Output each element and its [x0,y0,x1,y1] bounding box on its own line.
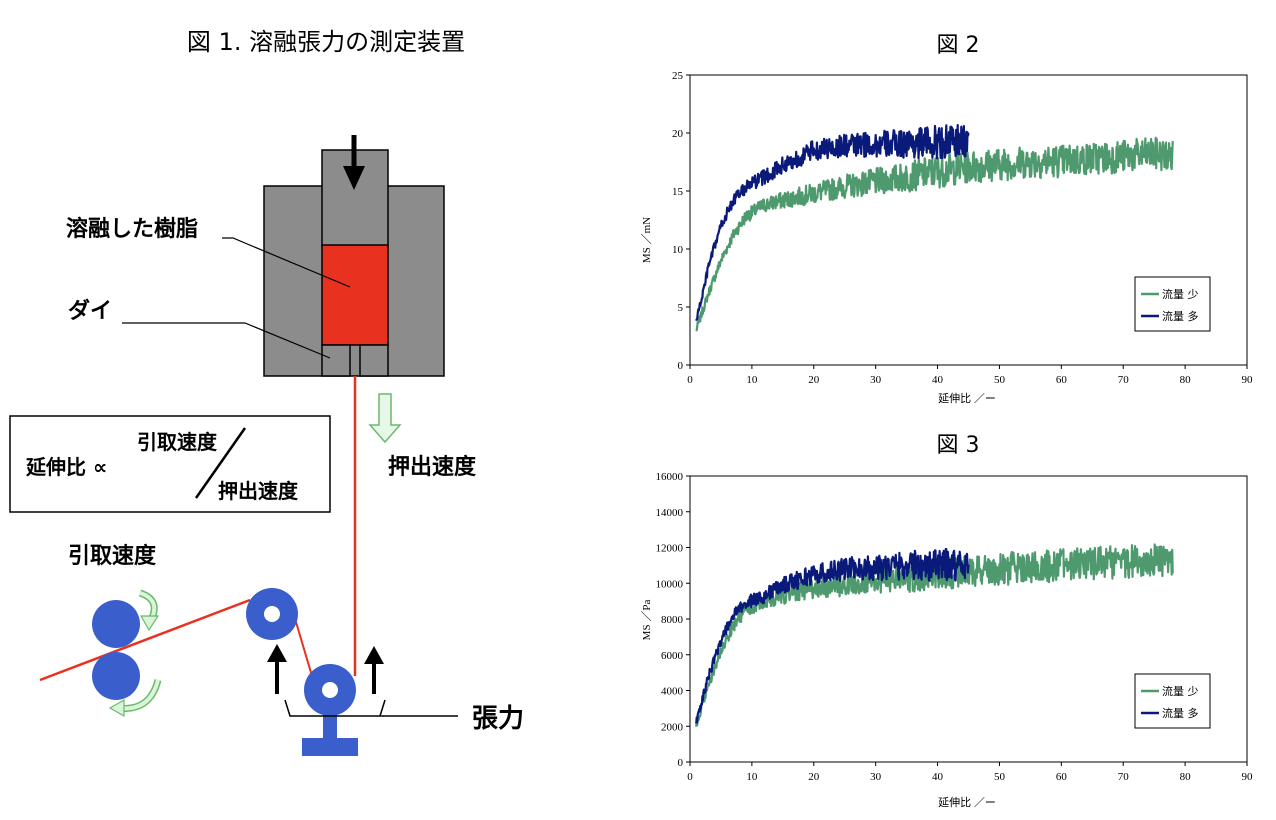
guide-pulley-hole [264,606,280,622]
push-arrow-icon [343,135,365,190]
strand-to-pulley [295,621,313,677]
y-tick-label: 20 [672,128,684,140]
x-tick-label: 90 [1242,771,1254,783]
series-line [695,124,970,322]
tension-bracket [284,699,386,717]
y-tick-label: 15 [672,186,684,198]
chart-figure-2: 図 2 0 5 10 15 20 25 0 10 20 30 40 50 60 70 80 90 流量 少流量 … [640,33,1254,405]
x-tick-label: 70 [1118,374,1130,386]
label-die: ダイ [68,298,112,324]
x-tick-label: 20 [808,374,820,386]
y-tick-label: 4000 [661,686,684,698]
x-tick-label: 30 [870,771,882,783]
x-tick-label: 20 [808,771,820,783]
y-tick-label: 2000 [661,721,684,733]
x-tick-label: 80 [1180,374,1192,386]
y-tick-label: 25 [672,70,684,82]
apparatus-diagram: 図 1. 溶融張力の測定装置 溶融した樹脂 ダイ 押出速度 延伸比 ∝ 引取速度… [9,28,524,756]
lower-roller [92,652,140,700]
formula-numerator: 引取速度 [137,430,218,454]
legend-box [1134,276,1211,332]
x-tick-label: 60 [1056,771,1068,783]
formula-box [9,415,331,513]
die-leader-line [122,322,331,359]
y-tick-label: 12000 [656,543,684,555]
x-tick-label: 30 [870,374,882,386]
chart-title: 図 3 [937,433,980,458]
x-tick-label: 70 [1118,771,1130,783]
x-tick-label: 60 [1056,374,1068,386]
legend-label: 流量 少 [1162,684,1199,698]
tension-pulley-hole [322,682,338,698]
x-tick-label: 90 [1242,374,1254,386]
legend: 流量 少流量 多 [1134,276,1211,332]
x-tick-label: 80 [1180,771,1192,783]
x-axis-label: 延伸比 ／ー [938,796,996,809]
y-tick-label: 10000 [656,578,684,590]
legend-box [1134,673,1211,729]
melt-leader-line [222,237,351,288]
label-extrusion-speed: 押出速度 [388,454,477,480]
x-tick-label: 10 [746,771,758,783]
legend-label: 流量 多 [1162,706,1199,720]
series-line [695,547,970,724]
legend: 流量 少流量 多 [1134,673,1211,729]
rotation-arrow-top-icon [138,589,160,632]
x-axis-label: 延伸比 ／ー [938,392,996,405]
y-tick-label: 8000 [661,614,684,626]
melt-resin [321,244,389,346]
strand-to-rollers [39,598,251,682]
x-tick-label: 40 [932,771,944,783]
y-axis-label: MS ／Pa [640,600,653,641]
legend-label: 流量 少 [1162,287,1199,301]
x-tick-label: 50 [994,374,1006,386]
y-tick-label: 6000 [661,650,684,662]
x-tick-label: 10 [746,374,758,386]
formula-denominator: 押出速度 [218,479,299,503]
chart-title: 図 2 [937,33,980,58]
y-tick-label: 0 [678,360,684,372]
series-line [695,136,1174,332]
die-left-block [321,344,351,377]
formula-lhs: 延伸比 ∝ [25,455,107,479]
x-tick-label: 40 [932,374,944,386]
upper-roller [92,600,140,648]
x-tick-label: 0 [687,374,693,386]
chart-figure-3: 図 3 0 2000 4000 6000 8000 10000 12000 14000 1600… [640,433,1254,809]
formula-slash [194,427,247,499]
rotation-arrow-bottom-icon [108,678,162,718]
y-axis-label: MS ／mN [640,217,653,263]
legend-label: 流量 多 [1162,309,1199,323]
y-tick-label: 14000 [656,507,684,519]
figure1-title: 図 1. 溶融張力の測定装置 [187,28,465,56]
y-tick-label: 0 [678,757,684,769]
tension-arrow-left-icon [267,644,287,694]
label-takeoff-speed: 引取速度 [68,543,157,569]
y-tick-label: 10 [672,244,684,256]
tension-arrow-right-icon [364,646,384,694]
y-tick-label: 16000 [656,471,684,483]
tension-stand-base [302,738,358,756]
y-tick-label: 5 [678,302,684,314]
label-melt-resin: 溶融した樹脂 [66,216,198,242]
label-tension: 張力 [472,704,524,734]
extrusion-arrow-icon [368,393,402,444]
die-right-block [359,344,389,377]
x-tick-label: 50 [994,771,1006,783]
x-tick-label: 0 [687,771,693,783]
